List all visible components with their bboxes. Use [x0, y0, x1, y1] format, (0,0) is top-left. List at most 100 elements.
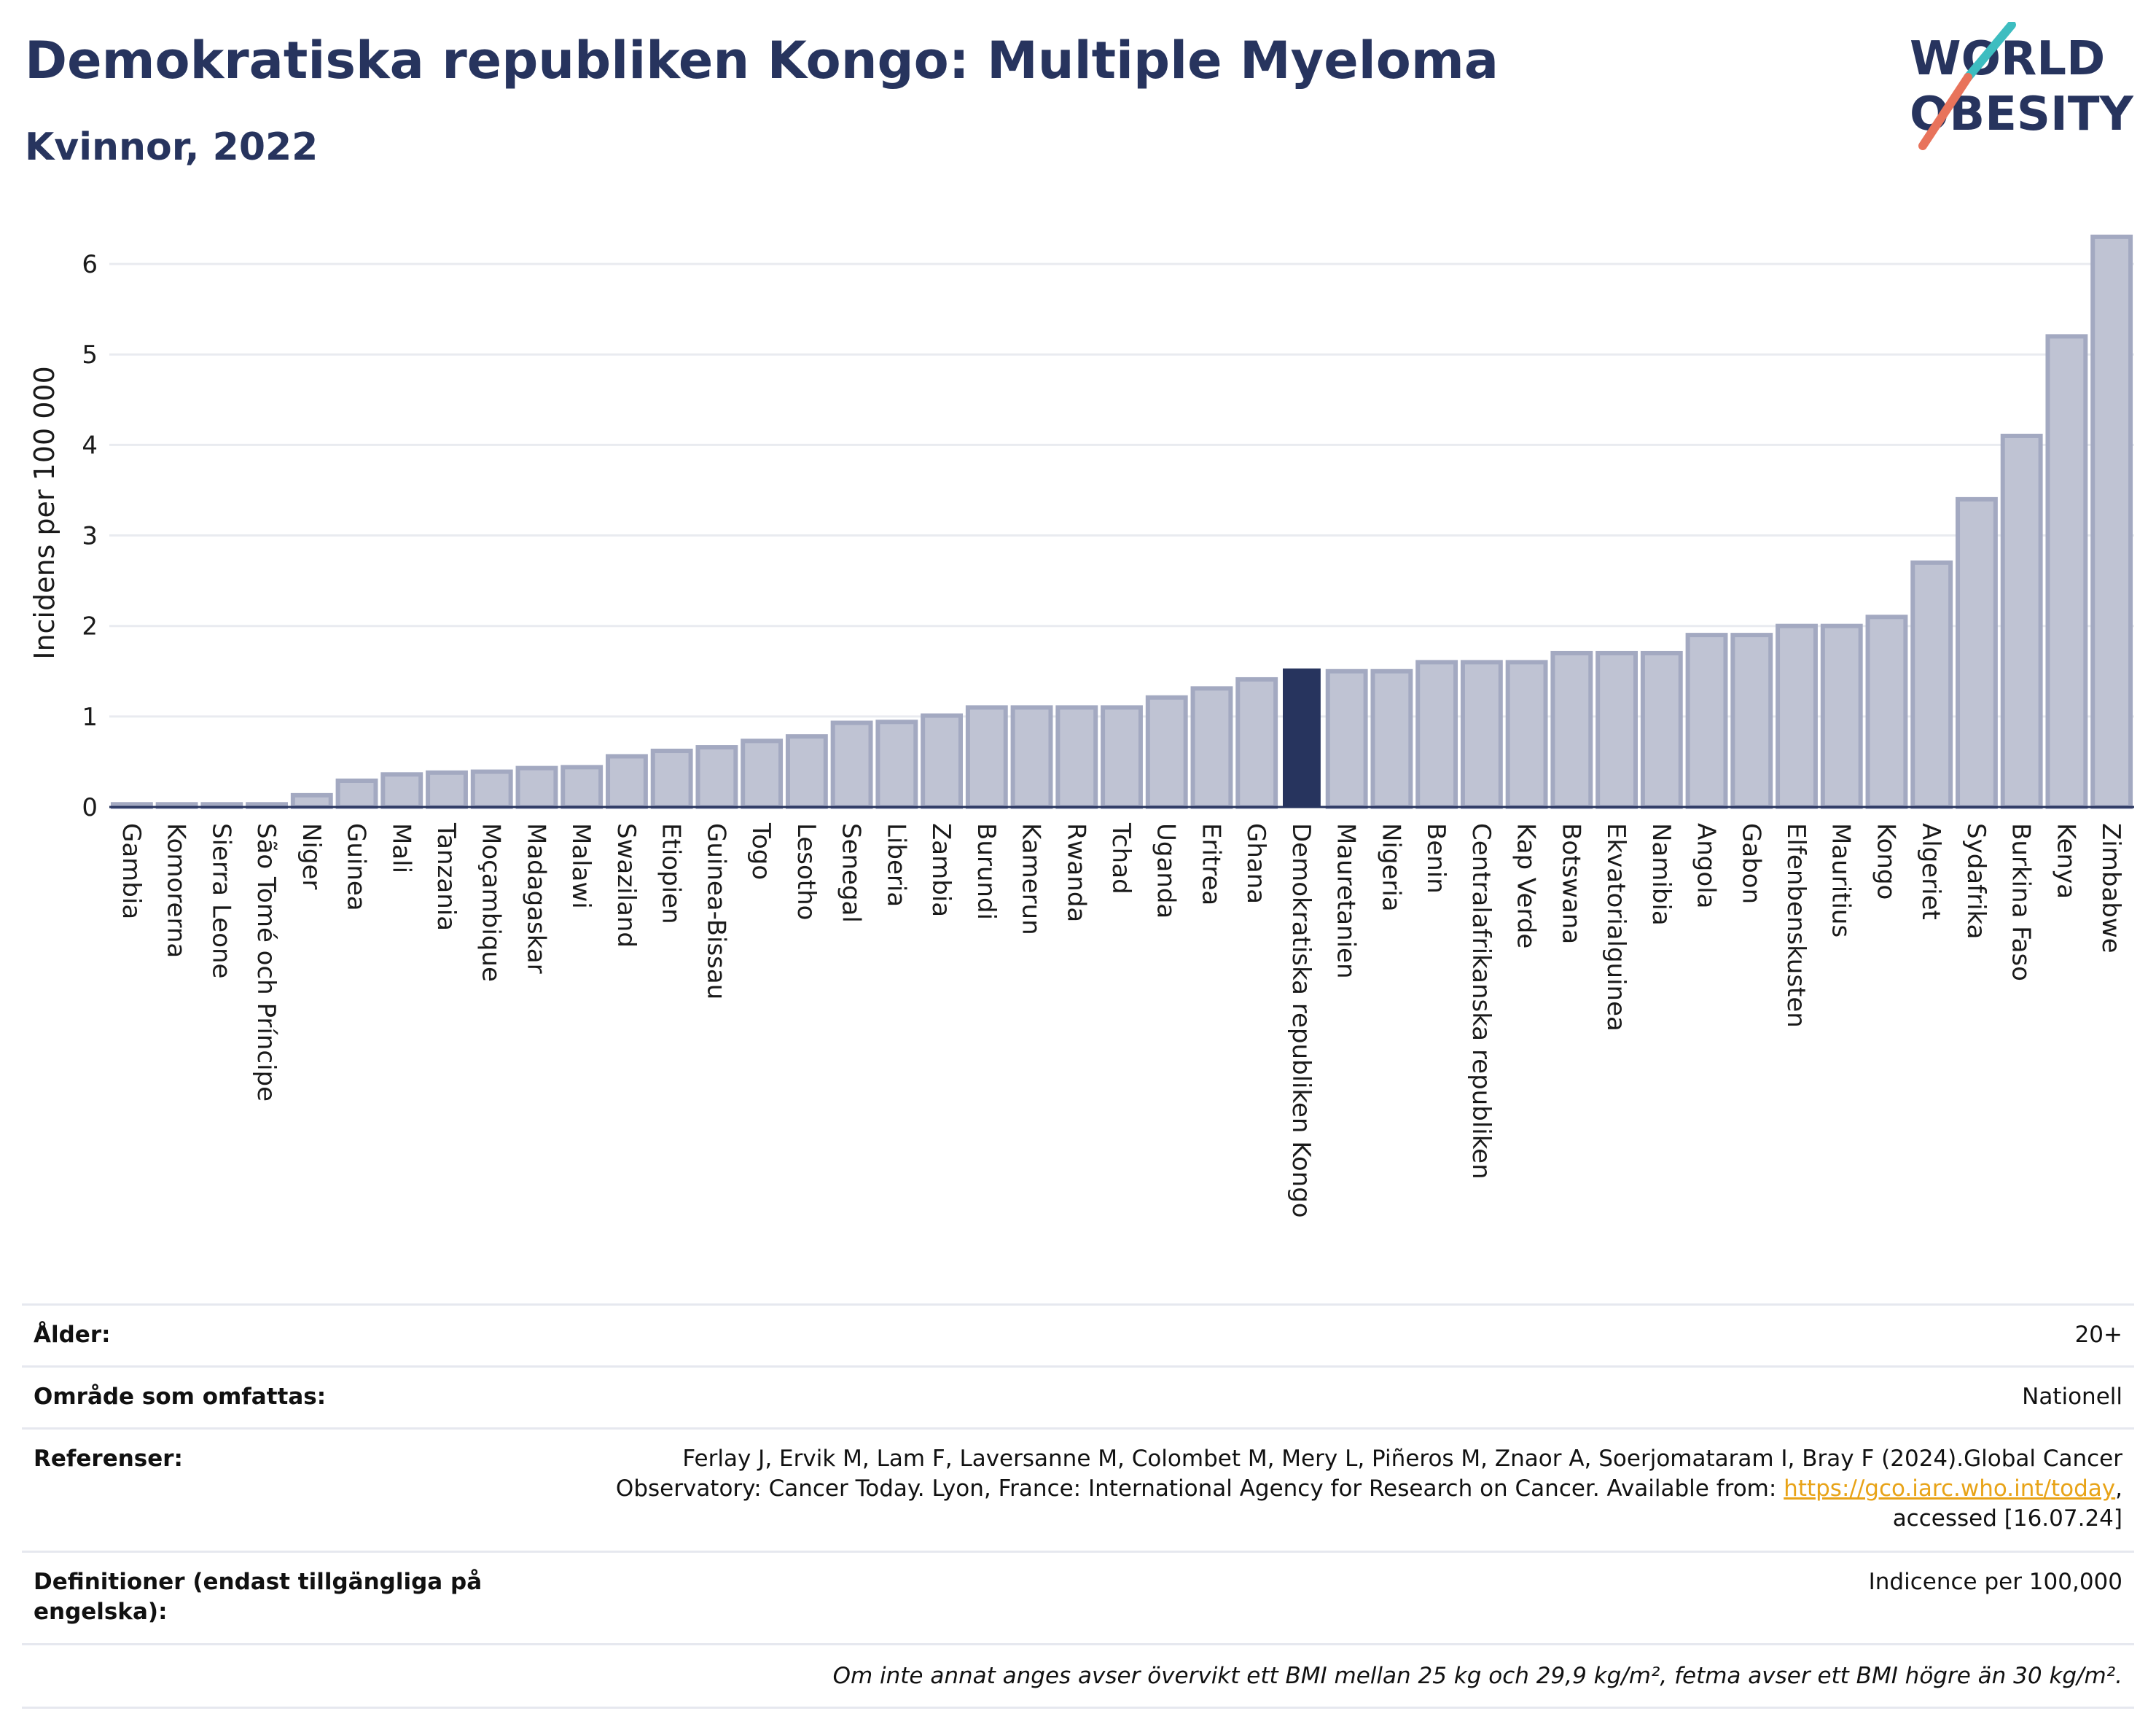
logo-slash-coral [1918, 73, 1972, 150]
reference-line-2-text: Observatory: Cancer Today. Lyon, France:… [615, 1475, 1784, 1502]
x-tick-label: Liberia [881, 823, 910, 907]
bar [1010, 705, 1053, 810]
bar [1325, 668, 1368, 809]
bar [426, 770, 468, 809]
bar [1640, 650, 1683, 810]
reference-line-2-suffix: , [2115, 1475, 2122, 1502]
logo-slash-teal [1964, 22, 2016, 82]
x-tick-label: Tchad [1106, 822, 1136, 894]
x-tick-label: Gabon [1736, 823, 1765, 904]
bar [1595, 650, 1638, 810]
x-tick-label: Togo [746, 822, 776, 880]
info-value-area: Nationell [2022, 1384, 2122, 1410]
y-tick-label: 0 [82, 793, 98, 822]
bar [1415, 660, 1458, 809]
bar [921, 713, 963, 809]
x-tick-label: Mali [386, 823, 415, 873]
x-tick-label: Sierra Leone [206, 823, 235, 978]
info-label-age: Ålder: [34, 1322, 111, 1348]
bar [1505, 660, 1548, 809]
bar [741, 738, 784, 809]
x-tick-label: Namibia [1647, 823, 1676, 926]
x-tick-label: Ghana [1241, 823, 1270, 904]
bar [335, 778, 378, 809]
x-tick-label: Benin [1421, 823, 1450, 894]
bar [1550, 650, 1593, 810]
info-label-definitions: Definitioner (endast tillgängliga på eng… [34, 1567, 482, 1627]
x-tick-label: Rwanda [1061, 823, 1090, 922]
bar [1235, 677, 1278, 809]
x-tick-label: Demokratiska republiken Kongo [1286, 823, 1316, 1218]
x-tick-label: Madagaskar [521, 823, 550, 974]
x-tick-label: Guinea-Bissau [701, 823, 730, 999]
x-tick-label: Elfenbenskusten [1781, 823, 1811, 1028]
page-title: Demokratiska republiken Kongo: Multiple … [25, 31, 1499, 90]
x-tick-label: Kamerun [1017, 823, 1046, 935]
bar [1101, 705, 1143, 810]
info-value-references: Ferlay J, Ervik M, Lam F, Laversanne M, … [616, 1444, 2122, 1534]
info-value-age: 20+ [2074, 1322, 2122, 1348]
bar-chart: 0 1 2 3 4 5 6 Incidens per 100 000 Gambia Komorer… [28, 234, 2134, 1218]
bar [1055, 705, 1098, 810]
bar [1910, 560, 1953, 809]
x-tick-label: Moçambique [477, 823, 506, 982]
info-value-definitions: Indicence per 100,000 [1868, 1569, 2122, 1595]
y-tick-label: 4 [82, 431, 98, 460]
bar [875, 720, 918, 810]
bar [1776, 623, 1818, 810]
bar [1145, 695, 1188, 810]
bar [1370, 668, 1413, 809]
bar [965, 705, 1008, 810]
bar [515, 765, 558, 810]
bar [561, 765, 604, 810]
x-tick-label: Eritrea [1196, 823, 1225, 905]
y-axis-title: Incidens per 100 000 [28, 366, 60, 660]
bar [785, 734, 828, 809]
x-tick-label: Mauritius [1827, 823, 1856, 937]
bar [290, 792, 333, 809]
x-tick-label: Zimbabwe [2096, 823, 2125, 954]
x-tick-label: Mauretanien [1332, 823, 1361, 979]
bar [2045, 334, 2088, 809]
y-tick-label: 2 [82, 612, 98, 642]
y-tick-label: 6 [82, 250, 98, 279]
x-tick-label: Sydafrika [1961, 823, 1991, 939]
bar [695, 745, 738, 810]
x-tick-label: Tanzania [431, 822, 461, 931]
info-row-references: Referenser: Ferlay J, Ervik M, Lam F, La… [22, 1427, 2134, 1551]
bar [1283, 668, 1321, 807]
page-subtitle: Kvinnor, 2022 [25, 125, 319, 169]
info-table: Ålder: 20+ Område som omfattas: Nationel… [22, 1303, 2134, 1709]
x-tick-label: Ekvatorialguinea [1601, 823, 1630, 1032]
bar [1685, 633, 1728, 809]
x-tick-label: Malawi [566, 823, 595, 909]
reference-link[interactable]: https://gco.iarc.who.int/today [1784, 1475, 2116, 1502]
x-tick-label: Burundi [972, 823, 1001, 920]
bar [650, 749, 693, 810]
bar [470, 769, 513, 809]
bar [606, 754, 648, 810]
definitions-label-line-2: engelska): [34, 1599, 168, 1625]
bar [1190, 686, 1233, 809]
definitions-label-line-1: Definitioner (endast tillgängliga på [34, 1569, 483, 1595]
info-row-area: Område som omfattas: Nationell [22, 1365, 2134, 1427]
bar [1956, 496, 1998, 810]
x-tick-label: Uganda [1152, 823, 1181, 919]
reference-line-1: Ferlay J, Ervik M, Lam F, Laversanne M, … [682, 1446, 2122, 1472]
logo-text-world: WORLD [1910, 32, 2105, 86]
bar [2000, 433, 2043, 809]
info-row-age: Ålder: 20+ [22, 1303, 2134, 1365]
x-tick-label: Centralafrikanska republiken [1466, 823, 1496, 1180]
x-tick-label: Algeriet [1916, 823, 1945, 920]
x-tick-label: Etiopien [657, 823, 686, 924]
y-tick-label: 3 [82, 522, 98, 551]
x-tick-label: Gambia [117, 823, 146, 919]
bar [1730, 633, 1773, 809]
x-tick-label: Lesotho [792, 823, 821, 920]
bar [1865, 615, 1908, 809]
bar [1460, 660, 1503, 809]
x-tick-label: Niger [297, 823, 326, 889]
x-tick-label: Guinea [342, 823, 371, 911]
x-tick-label: Zambia [926, 823, 956, 917]
reference-line-3: accessed [16.07.24] [1892, 1505, 2122, 1532]
